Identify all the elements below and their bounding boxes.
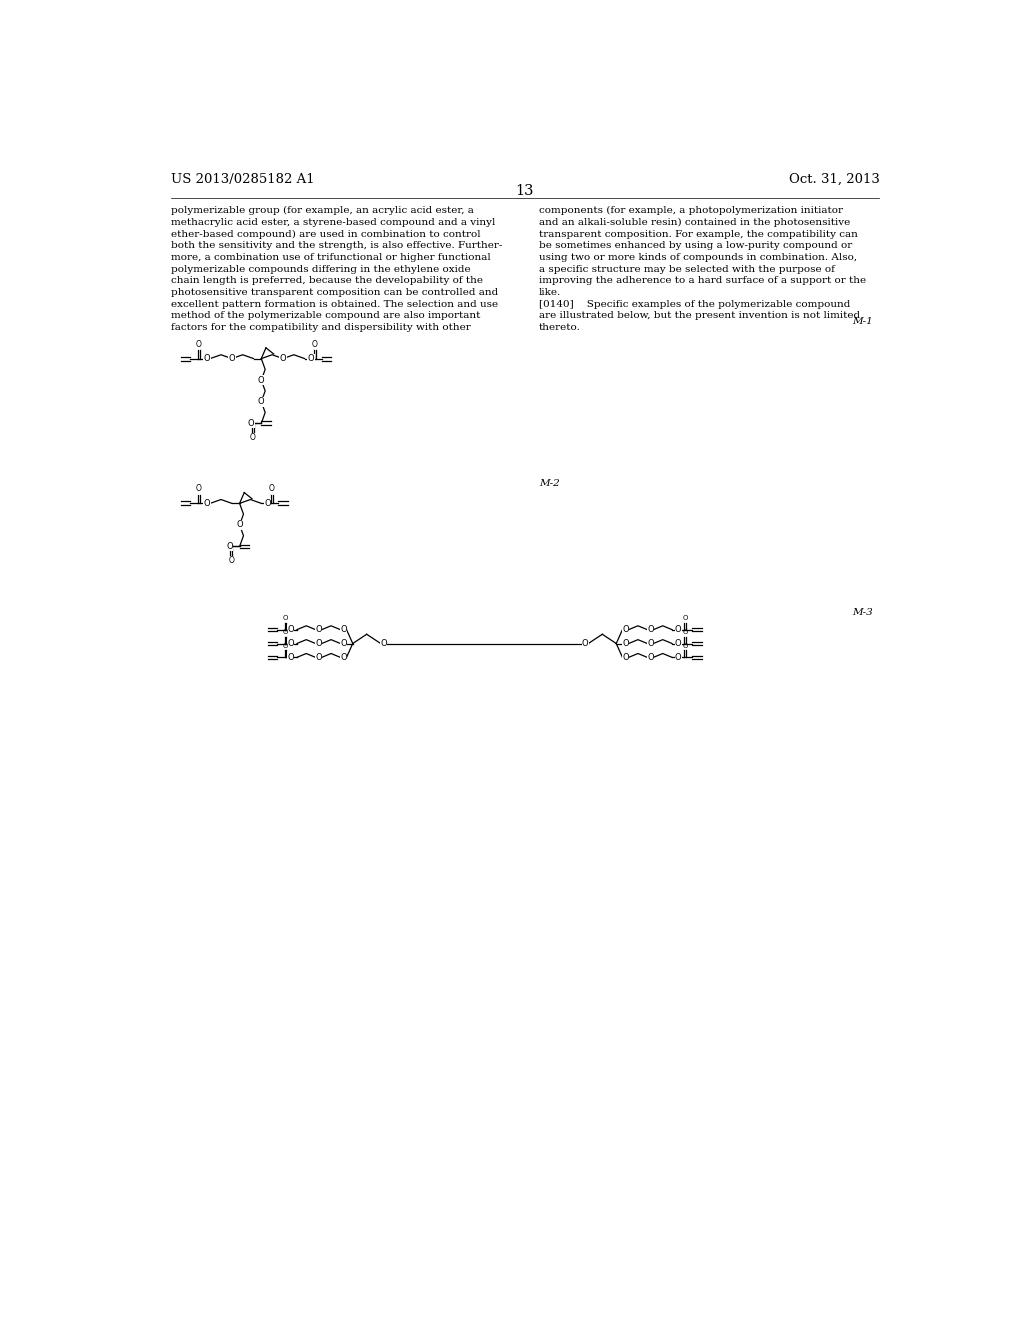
Text: O: O bbox=[307, 354, 314, 363]
Text: O: O bbox=[582, 639, 589, 648]
Text: O: O bbox=[283, 615, 288, 622]
Text: O: O bbox=[315, 639, 322, 648]
Text: O: O bbox=[268, 484, 274, 494]
Text: O: O bbox=[248, 418, 255, 428]
Text: O: O bbox=[204, 499, 210, 508]
Text: O: O bbox=[196, 339, 202, 348]
Text: O: O bbox=[340, 639, 347, 648]
Text: O: O bbox=[683, 643, 688, 649]
Text: O: O bbox=[623, 653, 629, 661]
Text: O: O bbox=[237, 520, 243, 529]
Text: O: O bbox=[258, 376, 264, 384]
Text: O: O bbox=[280, 354, 287, 363]
Text: O: O bbox=[264, 499, 270, 508]
Text: O: O bbox=[288, 653, 294, 661]
Text: O: O bbox=[196, 484, 202, 494]
Text: O: O bbox=[647, 653, 653, 661]
Text: O: O bbox=[623, 626, 629, 634]
Text: O: O bbox=[683, 615, 688, 622]
Text: 13: 13 bbox=[515, 183, 535, 198]
Text: O: O bbox=[315, 626, 322, 634]
Text: O: O bbox=[675, 639, 682, 648]
Text: O: O bbox=[381, 639, 387, 648]
Text: O: O bbox=[675, 626, 682, 634]
Text: O: O bbox=[204, 354, 210, 363]
Text: O: O bbox=[288, 639, 294, 648]
Text: O: O bbox=[623, 639, 629, 648]
Text: O: O bbox=[647, 626, 653, 634]
Text: O: O bbox=[647, 639, 653, 648]
Text: M-2: M-2 bbox=[539, 479, 559, 488]
Text: O: O bbox=[228, 557, 234, 565]
Text: O: O bbox=[340, 653, 347, 661]
Text: O: O bbox=[312, 339, 317, 348]
Text: O: O bbox=[226, 543, 232, 550]
Text: O: O bbox=[250, 433, 256, 442]
Text: O: O bbox=[283, 630, 288, 635]
Text: polymerizable group (for example, an acrylic acid ester, a
methacrylic acid este: polymerizable group (for example, an acr… bbox=[171, 206, 502, 333]
Text: O: O bbox=[288, 626, 294, 634]
Text: O: O bbox=[675, 653, 682, 661]
Text: components (for example, a photopolymerization initiator
and an alkali-soluble r: components (for example, a photopolymeri… bbox=[539, 206, 866, 333]
Text: O: O bbox=[683, 630, 688, 635]
Text: O: O bbox=[315, 653, 322, 661]
Text: O: O bbox=[258, 397, 264, 407]
Text: O: O bbox=[228, 354, 236, 363]
Text: O: O bbox=[340, 626, 347, 634]
Text: Oct. 31, 2013: Oct. 31, 2013 bbox=[788, 173, 880, 186]
Text: O: O bbox=[283, 643, 288, 649]
Text: US 2013/0285182 A1: US 2013/0285182 A1 bbox=[171, 173, 314, 186]
Text: M-3: M-3 bbox=[853, 609, 873, 618]
Text: M-1: M-1 bbox=[853, 317, 873, 326]
